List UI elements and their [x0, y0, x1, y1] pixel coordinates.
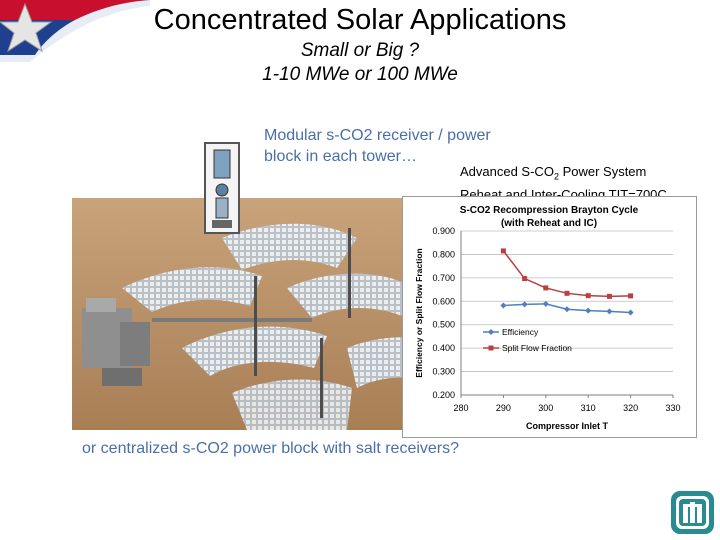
tower-receiver-image: [204, 142, 240, 234]
x-tick-label: 300: [538, 403, 553, 413]
data-point: [564, 306, 570, 313]
y-tick-label: 0.400: [432, 343, 455, 353]
legend-label: Split Flow Fraction: [502, 343, 572, 353]
data-point: [606, 293, 612, 299]
chart-svg: S-CO2 Recompression Brayton Cycle (with R…: [414, 205, 681, 431]
x-tick-label: 290: [496, 403, 511, 413]
x-tick-label: 330: [665, 403, 680, 413]
y-tick-label: 0.600: [432, 296, 455, 306]
series-line-split-flow: [502, 250, 631, 298]
data-point: [627, 309, 634, 316]
slide-subtitle-line1: Small or Big ?: [300, 40, 420, 61]
x-axis-label: Compressor Inlet T: [526, 421, 609, 431]
sandia-logo-icon: [671, 491, 714, 534]
data-point: [542, 300, 549, 307]
slide-title: Concentrated Solar Applications: [153, 4, 567, 36]
legend-label: Efficiency: [502, 327, 539, 337]
chart-subtitle: (with Reheat and IC): [501, 218, 597, 229]
y-tick-label: 0.900: [432, 226, 455, 236]
y-axis-label: Efficiency or Split Flow Fraction: [414, 248, 424, 377]
y-tick-label: 0.700: [432, 273, 455, 283]
centralized-question: or centralized s-CO2 power block with sa…: [82, 440, 460, 457]
star-flag-logo-icon: [0, 0, 150, 62]
y-tick-label: 0.200: [432, 390, 455, 400]
x-tick-label: 320: [623, 403, 638, 413]
x-tick-label: 280: [453, 403, 468, 413]
slide-subtitle-line2: 1-10 MWe or 100 MWe: [262, 64, 458, 85]
modular-receiver-callout: Modular s-CO2 receiver / power block in …: [264, 125, 491, 167]
brayton-cycle-chart: S-CO2 Recompression Brayton Cycle (with R…: [402, 196, 697, 438]
callout-line2: block in each tower…: [264, 148, 417, 165]
chart-title: S-CO2 Recompression Brayton Cycle: [460, 205, 639, 216]
data-point: [521, 301, 528, 308]
y-tick-label: 0.800: [432, 249, 455, 259]
y-tick-label: 0.500: [432, 320, 455, 330]
system-label-line1: Advanced S-CO2 Power System: [460, 164, 647, 182]
legend-marker: [488, 345, 494, 351]
x-tick-label: 310: [581, 403, 596, 413]
legend-marker: [488, 329, 494, 335]
y-tick-label: 0.300: [432, 367, 455, 377]
data-point: [606, 308, 613, 315]
data-point: [522, 276, 528, 282]
data-point: [564, 290, 570, 296]
callout-line1: Modular s-CO2 receiver / power: [264, 127, 491, 144]
data-point: [628, 293, 634, 299]
data-point: [585, 293, 591, 299]
solar-field-image: [72, 198, 412, 430]
data-point: [543, 285, 549, 291]
data-point: [500, 248, 506, 254]
data-point: [585, 307, 592, 314]
data-point: [500, 302, 507, 309]
